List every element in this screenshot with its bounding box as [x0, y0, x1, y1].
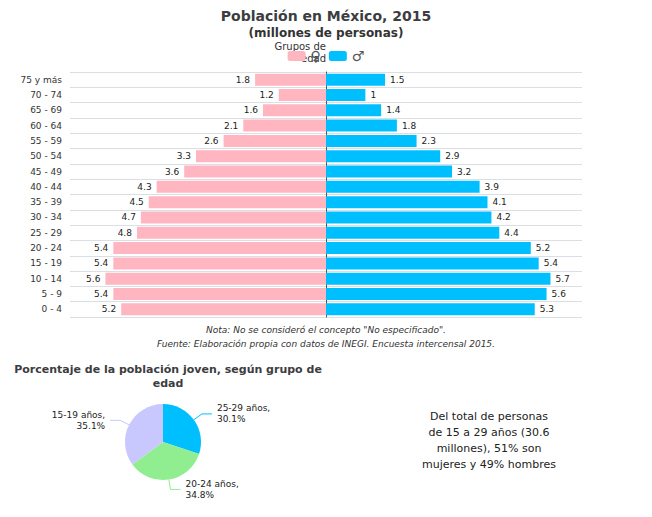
svg-text:5.2: 5.2 [102, 304, 116, 314]
svg-text:2.6: 2.6 [204, 136, 219, 146]
svg-text:40 - 44: 40 - 44 [30, 182, 62, 192]
svg-text:3.2: 3.2 [457, 167, 471, 177]
svg-text:5.4: 5.4 [94, 243, 109, 253]
svg-text:4.8: 4.8 [118, 228, 133, 238]
svg-text:2.1: 2.1 [224, 121, 238, 131]
svg-text:60 - 64: 60 - 64 [30, 121, 62, 131]
svg-text:50 - 54: 50 - 54 [30, 151, 62, 161]
svg-text:25-29 años,: 25-29 años, [217, 403, 270, 413]
svg-text:65 - 69: 65 - 69 [30, 105, 62, 115]
svg-text:30.1%: 30.1% [217, 414, 246, 424]
svg-text:1.2: 1.2 [259, 90, 273, 100]
svg-text:3.6: 3.6 [165, 167, 180, 177]
svg-text:2.9: 2.9 [445, 151, 460, 161]
svg-text:20-24 años,: 20-24 años, [186, 479, 239, 489]
svg-text:5.2: 5.2 [536, 243, 550, 253]
svg-text:34.8%: 34.8% [186, 490, 215, 500]
svg-text:♂: ♂ [352, 48, 365, 64]
svg-text:10 - 14: 10 - 14 [30, 274, 62, 284]
svg-text:Fuente: Elaboración propia con: Fuente: Elaboración propia con datos de … [157, 339, 495, 349]
svg-text:de 15 a 29 años (30.6: de 15 a 29 años (30.6 [429, 426, 550, 439]
svg-text:15 - 19: 15 - 19 [30, 258, 62, 268]
svg-text:5.6: 5.6 [86, 274, 101, 284]
svg-text:5.4: 5.4 [544, 258, 559, 268]
svg-text:4.3: 4.3 [137, 182, 151, 192]
svg-text:millones), 51% son: millones), 51% son [437, 442, 542, 455]
svg-text:4.5: 4.5 [129, 197, 143, 207]
svg-text:(millones de personas): (millones de personas) [249, 26, 404, 40]
svg-text:♀: ♀ [311, 48, 321, 64]
svg-text:30 - 34: 30 - 34 [30, 212, 62, 222]
svg-text:5 - 9: 5 - 9 [42, 289, 63, 299]
svg-text:2.3: 2.3 [422, 136, 436, 146]
svg-text:Del total de personas: Del total de personas [430, 410, 548, 423]
svg-text:35 - 39: 35 - 39 [30, 197, 62, 207]
svg-text:3.3: 3.3 [177, 151, 191, 161]
svg-text:1.8: 1.8 [236, 75, 251, 85]
svg-text:1: 1 [370, 90, 376, 100]
svg-text:4.2: 4.2 [496, 212, 510, 222]
svg-text:4.1: 4.1 [492, 197, 506, 207]
svg-text:mujeres y 49% hombres: mujeres y 49% hombres [422, 458, 556, 471]
svg-text:4.7: 4.7 [122, 212, 136, 222]
svg-text:1.5: 1.5 [390, 75, 404, 85]
svg-text:Porcentaje de la población jov: Porcentaje de la población joven, según … [14, 363, 322, 376]
svg-text:5.4: 5.4 [94, 258, 109, 268]
svg-text:edad: edad [153, 377, 184, 390]
svg-text:Grupos de: Grupos de [274, 40, 326, 52]
svg-text:35.1%: 35.1% [77, 421, 106, 431]
svg-text:25 - 29: 25 - 29 [30, 228, 62, 238]
svg-text:5.3: 5.3 [540, 304, 554, 314]
svg-text:5.7: 5.7 [555, 274, 569, 284]
svg-text:70 - 74: 70 - 74 [30, 90, 62, 100]
svg-text:Población en México, 2015: Población en México, 2015 [221, 8, 431, 24]
svg-text:20 - 24: 20 - 24 [30, 243, 62, 253]
svg-text:5.6: 5.6 [552, 289, 567, 299]
svg-text:Nota: No se consideró el conce: Nota: No se consideró el concepto "No es… [206, 325, 446, 335]
svg-text:1.4: 1.4 [386, 105, 401, 115]
svg-text:1.8: 1.8 [402, 121, 417, 131]
svg-text:0 - 4: 0 - 4 [42, 304, 63, 314]
svg-text:15-19 años,: 15-19 años, [52, 410, 105, 420]
svg-text:4.4: 4.4 [504, 228, 519, 238]
svg-text:45 - 49: 45 - 49 [30, 167, 62, 177]
svg-text:1.6: 1.6 [244, 105, 259, 115]
svg-text:5.4: 5.4 [94, 289, 109, 299]
svg-text:3.9: 3.9 [485, 182, 500, 192]
svg-text:75 y más: 75 y más [21, 75, 63, 85]
svg-text:55 - 59: 55 - 59 [30, 136, 62, 146]
